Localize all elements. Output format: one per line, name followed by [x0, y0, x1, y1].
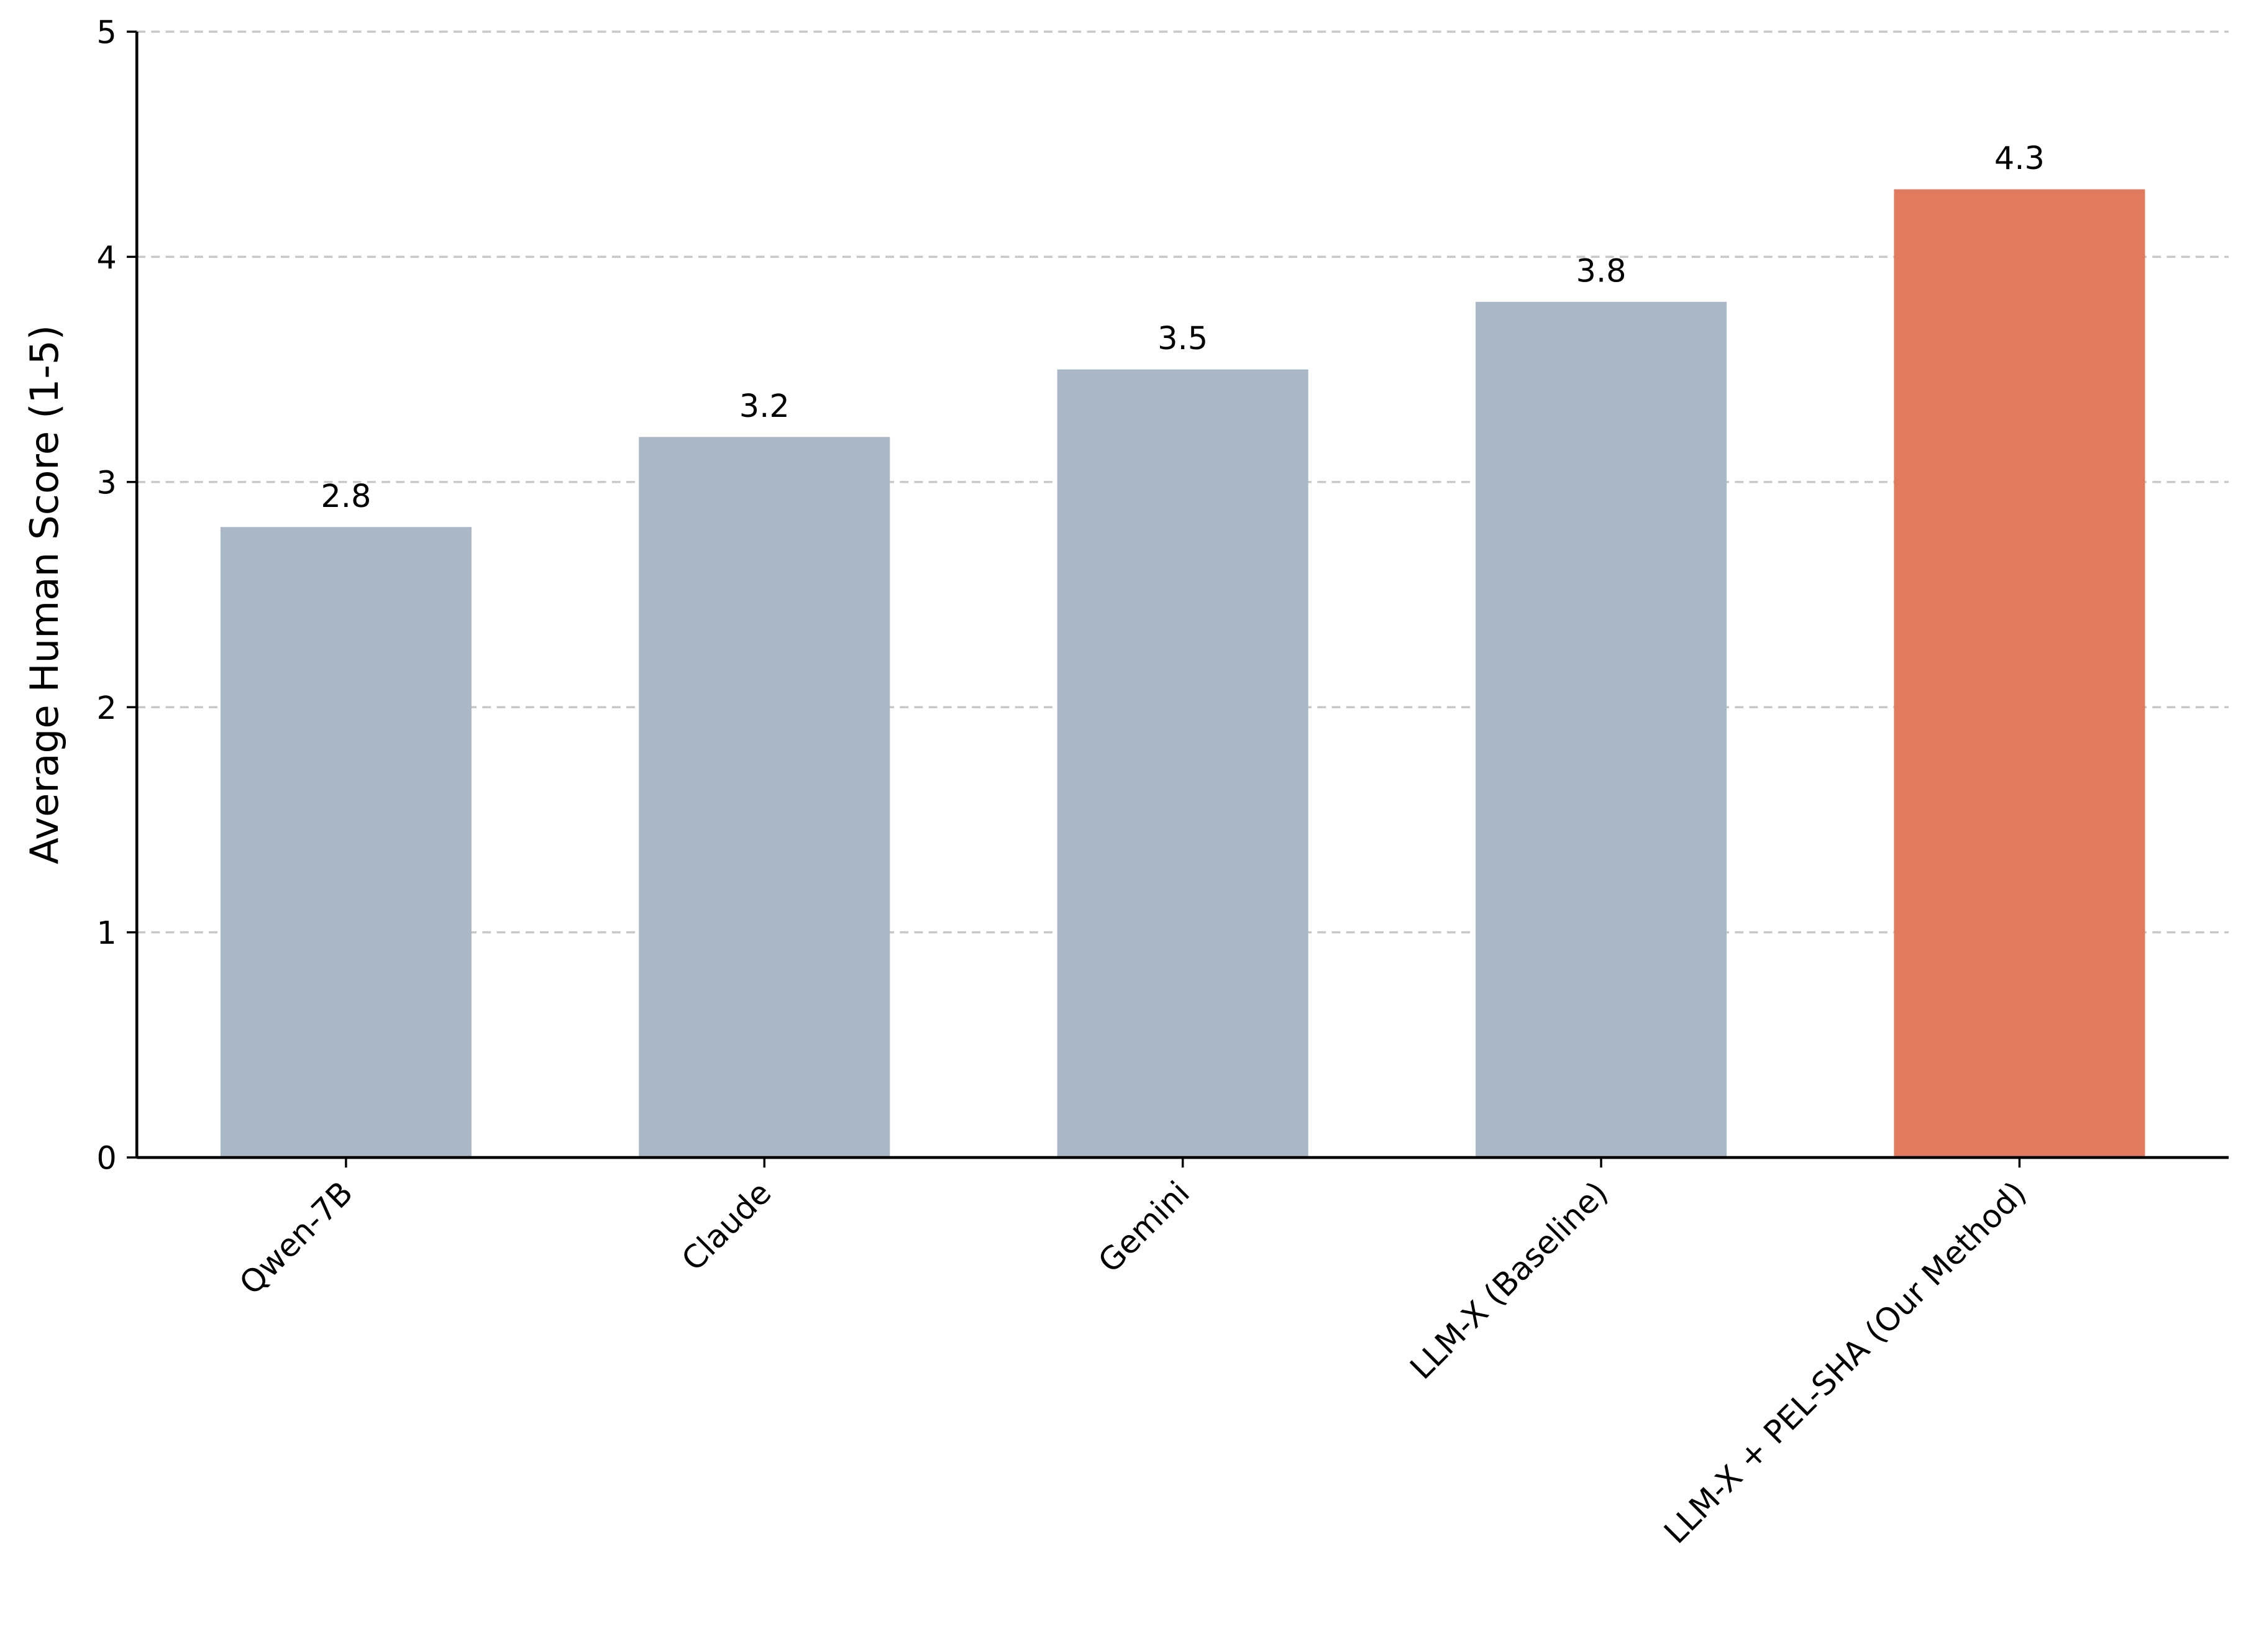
data-label: 3.2: [739, 388, 790, 425]
y-tick-label: 2: [96, 690, 116, 727]
bar: [1057, 369, 1308, 1158]
data-label: 2.8: [321, 478, 371, 515]
data-label: 3.5: [1157, 321, 1208, 357]
bar: [639, 437, 890, 1158]
bar: [220, 527, 472, 1158]
y-tick-label: 5: [96, 15, 116, 52]
y-tick-label: 3: [96, 465, 116, 501]
y-tick-label: 1: [96, 915, 116, 952]
y-tick-label: 4: [96, 240, 116, 276]
x-tick-label: Qwen-7B: [233, 1175, 360, 1302]
y-axis-label: Average Human Score (1-5): [22, 325, 67, 864]
x-tick-label: LLM-X + PEL-SHA (Our Method): [1658, 1175, 2034, 1551]
data-label: 3.8: [1576, 253, 1627, 290]
data-label: 4.3: [1994, 140, 2045, 177]
y-tick-label: 0: [96, 1141, 116, 1177]
x-tick-label: Gemini: [1092, 1175, 1197, 1280]
bar: [1476, 301, 1727, 1158]
bar: [1894, 189, 2145, 1158]
x-tick-label: Claude: [675, 1175, 779, 1279]
x-tick-label: LLM-X (Baseline): [1404, 1175, 1615, 1387]
